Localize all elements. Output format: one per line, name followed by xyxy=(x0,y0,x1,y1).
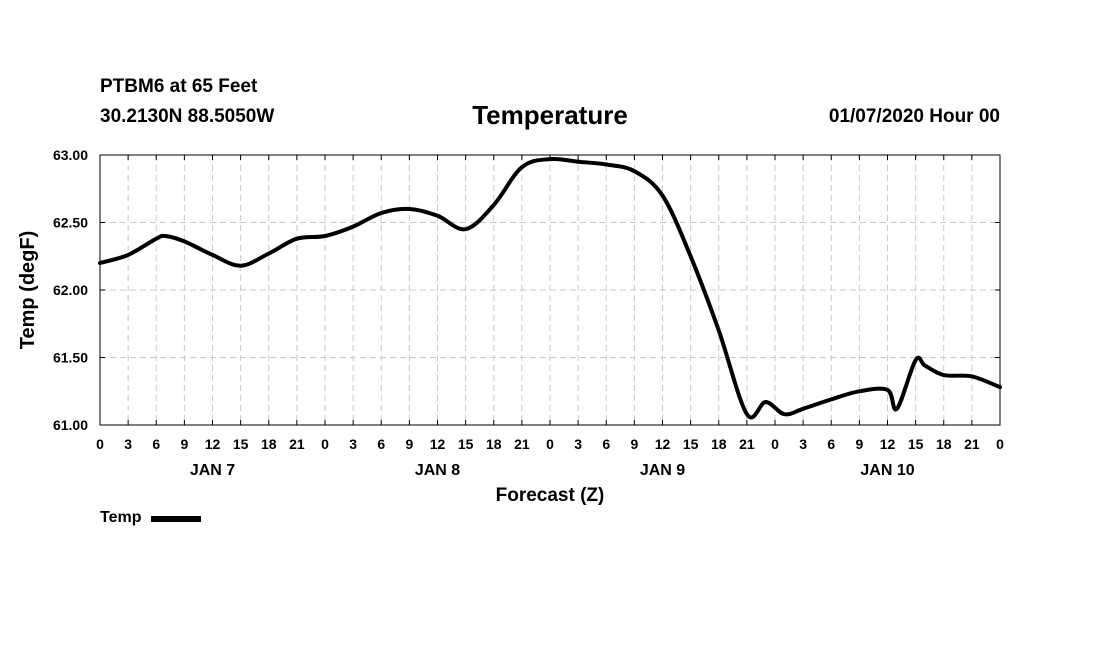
series-line-temp xyxy=(98,156,1002,420)
station-coordinates: 30.2130N 88.5050W xyxy=(100,106,275,127)
x-tick-label: 3 xyxy=(349,436,357,452)
day-label: JAN 8 xyxy=(415,462,460,479)
station-name: PTBM6 at 65 Feet xyxy=(100,76,258,97)
plot-frame xyxy=(99,154,1001,426)
x-tick-label: 6 xyxy=(152,436,160,452)
legend: Temp xyxy=(100,509,202,527)
x-tick-label: 21 xyxy=(514,436,530,452)
y-tick-label: 63.00 xyxy=(53,147,88,163)
y-axis-ticks: 61.00 61.50 62.00 62.50 63.00 xyxy=(53,147,1000,433)
day-label: JAN 9 xyxy=(640,462,685,479)
x-tick-label: 9 xyxy=(180,436,188,452)
x-tick-label: 18 xyxy=(486,436,502,452)
y-tick-label: 62.00 xyxy=(53,282,88,298)
x-tick-label: 18 xyxy=(711,436,727,452)
y-axis-label: Temp (degF) xyxy=(17,231,39,350)
x-tick-label: 15 xyxy=(233,436,249,452)
y-tick-label: 61.50 xyxy=(53,350,88,366)
x-tick-label: 15 xyxy=(683,436,699,452)
x-tick-label: 0 xyxy=(996,436,1004,452)
x-tick-label: 6 xyxy=(602,436,610,452)
y-tick-label: 61.00 xyxy=(53,417,88,433)
x-tick-label: 3 xyxy=(574,436,582,452)
x-tick-label: 18 xyxy=(936,436,952,452)
x-tick-label: 6 xyxy=(377,436,385,452)
x-tick-label: 0 xyxy=(771,436,779,452)
x-tick-label: 12 xyxy=(655,436,671,452)
x-tick-label: 0 xyxy=(546,436,554,452)
day-label: JAN 7 xyxy=(190,462,235,479)
chart-title: Temperature xyxy=(472,100,628,130)
x-tick-label: 18 xyxy=(261,436,277,452)
x-tick-label: 0 xyxy=(96,436,104,452)
y-tick-label: 62.50 xyxy=(53,215,88,231)
x-axis-ticks: 0 3 6 9 12 15 18 21 0 3 6 9 12 15 18 21 0 3 6 9 12 15 18 21 0 3 6 9… xyxy=(96,155,1004,479)
legend-label: Temp xyxy=(100,509,142,526)
x-tick-label: 0 xyxy=(321,436,329,452)
x-tick-label: 9 xyxy=(630,436,638,452)
x-tick-label: 3 xyxy=(124,436,132,452)
x-tick-label: 21 xyxy=(289,436,305,452)
gridlines xyxy=(100,155,1000,425)
x-tick-label: 21 xyxy=(964,436,980,452)
x-tick-label: 15 xyxy=(458,436,474,452)
x-tick-label: 12 xyxy=(205,436,221,452)
x-tick-label: 9 xyxy=(405,436,413,452)
x-tick-label: 12 xyxy=(880,436,896,452)
x-tick-label: 3 xyxy=(799,436,807,452)
day-label: JAN 10 xyxy=(860,462,914,479)
x-axis-label: Forecast (Z) xyxy=(496,485,605,506)
x-tick-label: 12 xyxy=(430,436,446,452)
x-tick-label: 21 xyxy=(739,436,755,452)
series-layer xyxy=(98,156,1002,420)
x-tick-label: 15 xyxy=(908,436,924,452)
legend-line-swatch xyxy=(151,516,202,522)
forecast-run-time: 01/07/2020 Hour 00 xyxy=(828,106,1000,127)
x-tick-label: 6 xyxy=(827,436,835,452)
x-tick-label: 9 xyxy=(855,436,863,452)
